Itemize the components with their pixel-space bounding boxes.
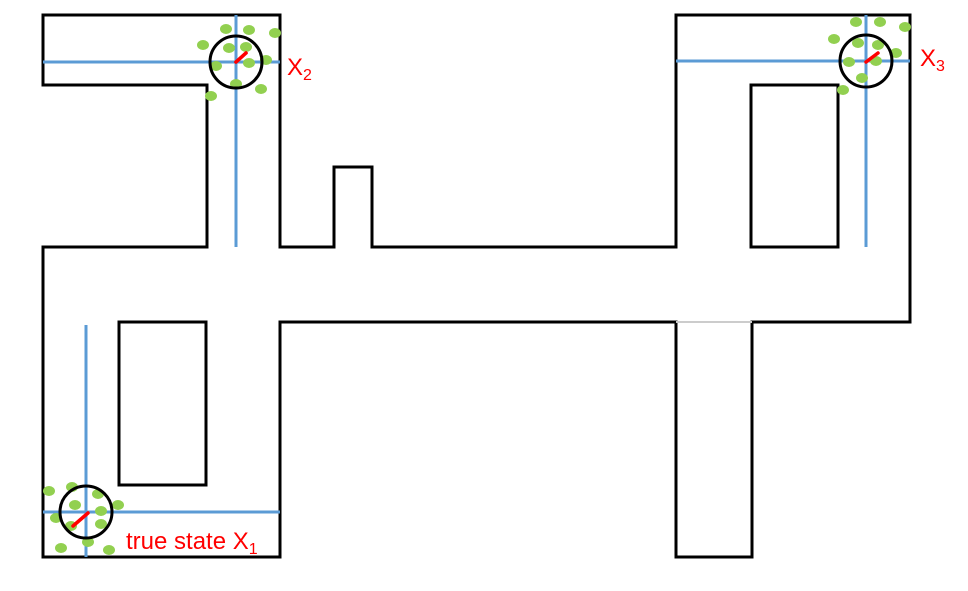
particle	[205, 91, 217, 101]
obstacle-upper-right	[749, 83, 840, 249]
particle	[82, 537, 94, 547]
label-x1-main: X	[233, 528, 249, 555]
particle	[240, 42, 252, 52]
label-x1-prefix: true state	[126, 528, 233, 555]
label-x3-sub: 3	[936, 58, 945, 75]
belief-circle-x3	[838, 33, 894, 89]
belief-circle-x1	[58, 484, 114, 540]
particle	[243, 58, 255, 68]
particle-cloud-x3	[828, 17, 911, 95]
particle	[843, 57, 855, 67]
particle	[55, 543, 67, 553]
particle	[850, 17, 862, 27]
particle	[197, 40, 209, 50]
particle	[103, 545, 115, 555]
particle	[828, 34, 840, 44]
particle	[210, 61, 222, 71]
hypothesis-x1: true state X1	[43, 482, 258, 558]
wall-upper-left-room	[41, 13, 912, 559]
particle	[243, 25, 255, 35]
particle	[95, 519, 107, 529]
particle	[872, 40, 884, 50]
particle	[95, 506, 107, 516]
belief-circle-x2	[208, 34, 264, 90]
hypothesis-x3: X3	[828, 17, 945, 95]
obstacle-lower-left	[117, 320, 208, 487]
particle	[856, 73, 868, 83]
heading-arrow-x1	[71, 511, 90, 528]
particle-cloud-x1	[43, 482, 124, 555]
particle	[269, 28, 281, 38]
heading-arrow-x2-tail	[234, 51, 248, 64]
particle	[220, 24, 232, 34]
particle	[43, 486, 55, 496]
label-x3-main: X	[920, 45, 936, 72]
label-x1-sub: 1	[249, 541, 258, 558]
particle	[837, 85, 849, 95]
particle	[255, 84, 267, 94]
label-x2-sub: 2	[303, 67, 312, 84]
heading-arrow-x3	[864, 51, 880, 64]
particle	[890, 48, 902, 58]
particle	[852, 38, 864, 48]
label-x2: X2	[287, 54, 312, 84]
particle	[69, 500, 81, 510]
label-x2-main: X	[287, 54, 303, 81]
particle	[112, 500, 124, 510]
particle	[899, 22, 911, 32]
label-x3: X3	[920, 45, 945, 75]
particle	[223, 43, 235, 53]
label-x1: true state X1	[126, 528, 258, 558]
particle	[874, 17, 886, 27]
hypothesis-x2: X2	[197, 24, 312, 101]
